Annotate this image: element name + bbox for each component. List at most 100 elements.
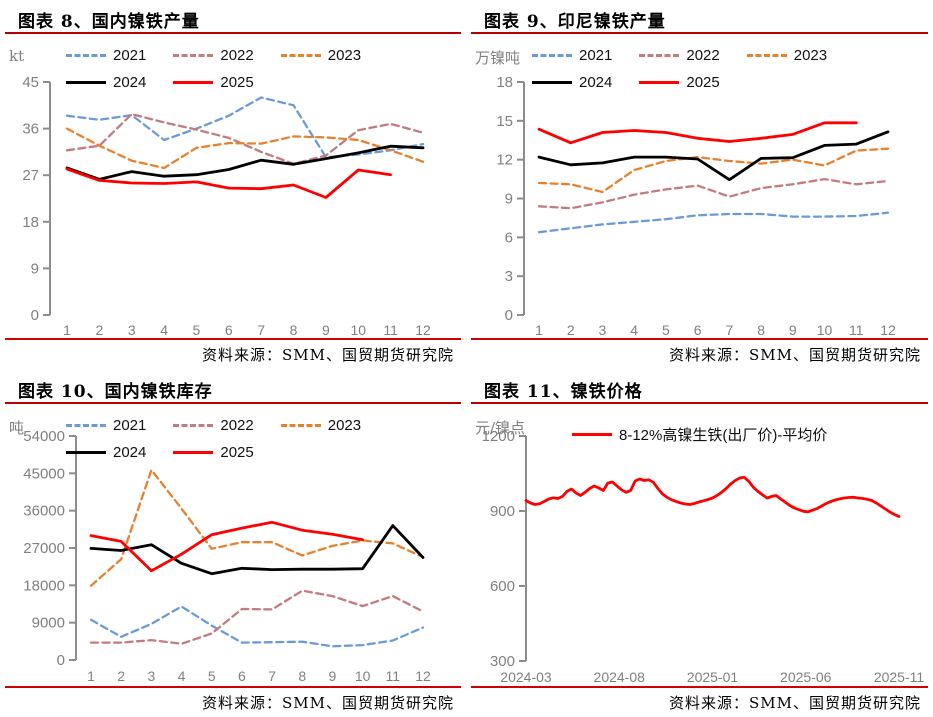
legend-item-2025: 2025: [639, 74, 720, 91]
figure-title: 图表 9、印尼镍铁产量: [484, 12, 666, 32]
source-rule: [5, 686, 461, 688]
source-rule: [471, 338, 928, 340]
x-tick-label: 2025-11: [874, 669, 925, 685]
title-rule: [471, 32, 928, 34]
x-tick-label: 3: [128, 322, 136, 338]
series-line-2021: [89, 605, 425, 648]
legend-item-2022: 2022: [173, 47, 254, 64]
x-tick-label: 3: [599, 322, 607, 338]
legend-item-2023: 2023: [280, 47, 361, 64]
y-tick-label: 18: [496, 74, 513, 91]
series-line-2024: [65, 144, 425, 181]
chart-legend: 2021 2022 2023 2024 2025: [66, 417, 462, 461]
x-tick-label: 2024-03: [500, 669, 552, 685]
x-tick-label: 7: [725, 322, 733, 338]
legend-item-2024: 2024: [532, 74, 612, 91]
source-rule: [471, 686, 928, 688]
series-line-2025: [537, 121, 858, 145]
legend-line-swatch: [639, 54, 680, 57]
legend-item-2024: 2024: [66, 74, 146, 91]
legend-item-2024: 2024: [66, 444, 146, 461]
x-tick-label: 6: [694, 322, 702, 338]
source-rule: [5, 338, 461, 340]
x-tick-label: 9: [789, 322, 797, 338]
series-line-2025: [65, 167, 393, 199]
legend-label: 2024: [113, 74, 147, 91]
source-note: 资料来源：SMM、国贸期货研究院: [202, 346, 454, 364]
legend-item-2025: 2025: [173, 444, 254, 461]
y-axis-unit-label: 元/镍点: [475, 419, 526, 437]
x-tick-label: 7: [268, 668, 276, 684]
y-tick-label: 0: [31, 307, 39, 324]
x-tick-label: 2: [95, 322, 103, 338]
title-rule: [471, 402, 928, 404]
x-tick-label: 8: [290, 322, 298, 338]
x-tick-label: 2: [117, 668, 125, 684]
legend-label: 2024: [113, 444, 147, 461]
legend-label: 8-12%高镍生铁(出厂价)-平均价: [619, 427, 828, 444]
x-tick-label: 8: [298, 668, 306, 684]
x-tick-label: 12: [415, 322, 431, 338]
x-tick-label: 4: [630, 322, 638, 338]
figure-title: 图表 8、国内镍铁产量: [18, 12, 200, 32]
y-tick-label: 15: [496, 113, 513, 130]
y-tick-label: 6: [505, 229, 513, 246]
series-line-2023: [537, 147, 890, 194]
x-tick-label: 7: [257, 322, 265, 338]
legend-label: 2022: [220, 417, 254, 434]
legend-label: 2025: [220, 444, 254, 461]
legend-line-swatch: [572, 433, 612, 436]
y-axis-unit-label: kt: [9, 47, 25, 65]
legend-line-swatch: [280, 54, 321, 57]
y-tick-label: 600: [490, 578, 515, 595]
figure-title: 图表 10、国内镍铁库存: [18, 382, 213, 402]
x-tick-label: 2: [567, 322, 575, 338]
x-tick-label: 10: [355, 668, 371, 684]
y-tick-label: 3: [505, 268, 513, 285]
legend-label: 2021: [579, 47, 613, 64]
x-tick-label: 12: [415, 668, 431, 684]
y-tick-label: 45: [22, 74, 39, 91]
legend-line-swatch: [173, 424, 214, 427]
x-tick-label: 3: [147, 668, 155, 684]
series-line-2021: [537, 211, 890, 234]
x-tick-label: 9: [329, 668, 337, 684]
line-chart-svg: 300 600 900 1200 2024-03 2024-08 2025-01 2025-0…: [482, 428, 925, 685]
x-tick-label: 6: [238, 668, 246, 684]
chart-area: kt 2021 2022 2023 2024 2025 0 9 18 27 36 45 1 2 3 4 5 6…: [0, 34, 466, 338]
legend-label: 2024: [579, 74, 613, 91]
x-tick-label: 8: [757, 322, 765, 338]
chart-area: 元/镍点 8-12%高镍生铁(出厂价)-平均价 300 600 900 1200 202…: [466, 404, 932, 686]
x-tick-label: 10: [350, 322, 366, 338]
legend-item-2021: 2021: [66, 47, 146, 64]
legend-line-swatch: [66, 424, 106, 427]
legend-line-swatch: [66, 81, 106, 84]
legend-item-2023: 2023: [746, 47, 827, 64]
y-tick-label: 27000: [23, 540, 65, 557]
y-tick-label: 0: [57, 652, 65, 669]
title-rule: [5, 402, 461, 404]
legend-line-swatch: [746, 54, 787, 57]
y-tick-label: 36000: [23, 503, 65, 520]
y-axis-unit-label: 万镍吨: [475, 49, 521, 67]
x-tick-label: 1: [63, 322, 71, 338]
chart-legend: 8-12%高镍生铁(出厂价)-平均价: [572, 424, 928, 445]
legend-label: 2021: [113, 417, 147, 434]
legend-line-swatch: [280, 424, 321, 427]
legend-item-2023: 2023: [280, 417, 361, 434]
y-tick-label: 9: [505, 191, 513, 208]
figure-panel-8: 图表 8、国内镍铁产量 kt 2021 2022 2023 2024 2025 0 9 18…: [0, 0, 466, 370]
y-axis-unit-label: 吨: [9, 419, 25, 437]
legend-label: 2025: [220, 74, 254, 91]
x-tick-label: 1: [535, 322, 543, 338]
x-tick-label: 11: [849, 322, 864, 338]
source-note: 资料来源：SMM、国贸期货研究院: [669, 346, 921, 364]
y-tick-label: 54000: [23, 428, 65, 445]
x-tick-label: 9: [322, 322, 330, 338]
y-tick-label: 18: [22, 214, 39, 231]
chart-area: 吨 2021 2022 2023 2024 2025 0 9000 18000 27000 36…: [0, 404, 466, 686]
x-tick-label: 5: [193, 322, 201, 338]
source-note: 资料来源：SMM、国贸期货研究院: [669, 694, 921, 712]
y-tick-label: 9: [31, 260, 39, 277]
